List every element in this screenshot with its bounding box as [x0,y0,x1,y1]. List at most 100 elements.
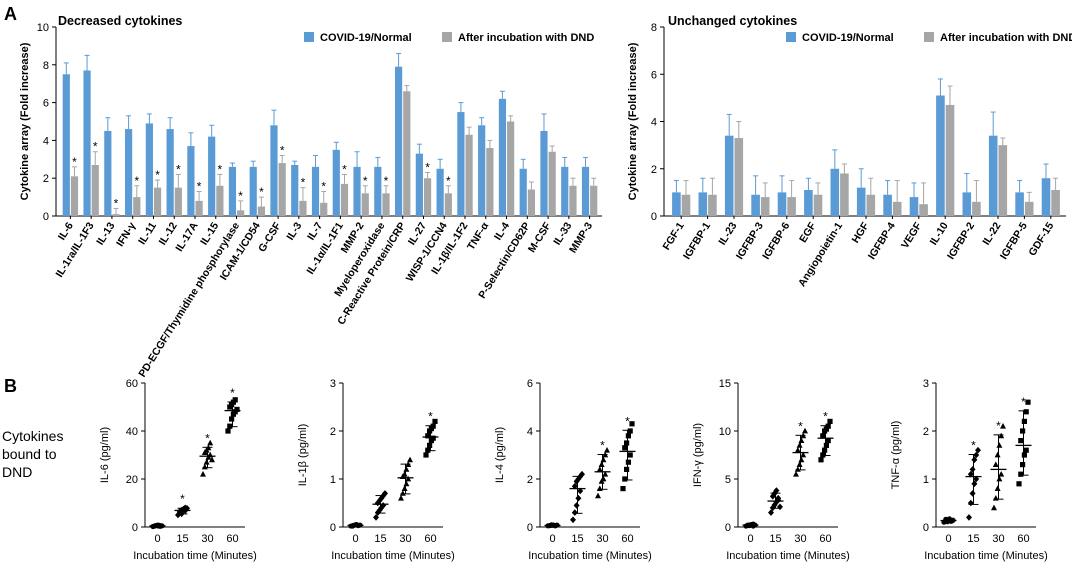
tnfa-y-axis-label: TNF-α (pg/ml) [890,421,902,490]
unchanged-legend-label-2: After incubation with DND [940,32,1072,44]
decreased-x-tick-label: IL-11 [136,220,159,247]
il6-significance-mark: * [230,386,235,400]
tnfa-data-point [1023,447,1029,453]
il4-data-point [577,487,584,495]
il1b-y-tick-label: 1 [330,474,336,486]
unchanged-legend-label-1: COVID-19/Normal [802,32,894,44]
decreased-legend-swatch-1 [304,32,314,42]
decreased-x-tick-label: IL-17A [173,220,200,254]
ifng-data-point [827,418,833,424]
decreased-bar-covid [145,123,153,216]
ifng-x-tick-label: 30 [794,533,806,545]
il4-data-point [600,456,607,463]
tnfa-data-point [969,466,976,473]
tnfa-data-point [1018,471,1024,477]
tnfa-data-point [1020,462,1026,468]
decreased-bar-dnd [507,121,515,216]
ifng-data-point [818,457,824,463]
il1b-data-point [382,490,388,497]
decreased-bar-covid [62,74,70,216]
il1b-data-point [432,418,438,424]
il1b-data-point [425,433,431,439]
il4-data-point [602,471,609,477]
tnfa-x-tick-label: 0 [945,533,951,545]
il4-data-point [570,516,576,524]
il6-data-point [225,428,231,434]
ifng-data-point [823,426,829,432]
unchanged-bar-covid [672,192,681,216]
il4-data-point [604,447,610,453]
side-label-line-2: bound to [2,446,57,462]
il4-data-point [622,445,628,451]
il4-data-point [573,502,580,509]
decreased-chart-title: Decreased cytokines [58,14,182,28]
il1b-x-axis-label: Incubation time (Minutes) [331,550,455,562]
il6-significance-mark: * [180,492,185,506]
il4-data-point [600,475,607,482]
il4-data-point [575,494,582,502]
decreased-bar-covid [415,153,423,216]
decreased-significance-mark: * [446,174,451,188]
il6-dot-plot: 0 20 40 60 IL-6 (pg/ml) 0 15 * 30 * 60 * Incubation … [99,378,257,562]
il6-data-point [209,456,215,463]
decreased-legend-label-2: After incubation with DND [458,32,594,44]
decreased-bar-dnd [174,187,182,216]
ifng-data-point [777,503,783,511]
il4-y-axis-label: IL-4 (pg/ml) [494,427,506,483]
tnfa-data-point [967,470,974,478]
il1b-x-tick-label: 0 [352,533,358,545]
il1b-x-tick-label: 15 [374,533,386,545]
decreased-bar-dnd [153,187,162,216]
il6-significance-mark: * [205,431,210,445]
unchanged-bar-covid [962,192,972,216]
tnfa-y-tick-label: 0 [923,522,929,534]
tnfa-data-point [996,475,1003,482]
tnfa-dot-plot: 0 1 2 3 TNF-α (pg/ml) 0 15 * 30 * 60 * Incubation ti… [890,378,1048,562]
il1b-data-point [398,495,404,501]
decreased-significance-mark: * [259,185,264,199]
decreased-bar-dnd [299,200,307,216]
decreased-x-tick-label: G-CSF [256,220,284,255]
unchanged-bar-covid [1041,178,1051,216]
unchanged-bar-covid [1015,192,1024,216]
il4-data-point [595,492,601,499]
unchanged-bar-dnd [813,194,823,216]
tnfa-data-point [971,456,978,464]
decreased-bar-covid [581,166,590,216]
decreased-bar-covid [394,66,403,216]
decreased-bar-covid [436,168,444,216]
decreased-bar-covid [457,112,465,216]
decreased-bar-covid [291,164,299,216]
il4-x-tick-label: 0 [549,533,555,545]
tnfa-data-point [994,451,1001,458]
tnfa-data-point [1020,428,1026,434]
unchanged-bar-dnd [945,104,955,216]
il4-x-tick-label: 60 [621,533,633,545]
tnfa-data-point [967,499,974,507]
unchanged-y-tick-label: 6 [651,69,657,81]
tnfa-data-point [966,514,972,521]
il1b-data-point [376,506,383,514]
ifng-x-axis-label: Incubation time (Minutes) [726,550,850,562]
ifng-data-point [798,456,805,463]
tnfa-data-point [994,485,1001,491]
unchanged-legend-swatch-2 [924,32,934,42]
ifng-x-tick-label: 15 [769,533,781,545]
il4-data-point [596,466,603,472]
il4-y-tick-label: 6 [527,378,533,390]
unchanged-y-tick-label: 8 [651,22,657,34]
tnfa-data-point [1018,438,1024,444]
decreased-bar-covid [124,129,133,216]
il4-data-point [627,452,633,458]
decreased-bar-covid [83,70,91,216]
unchanged-bar-covid [883,194,892,216]
tnfa-x-tick-label: 15 [967,533,979,545]
decreased-bar-covid [311,166,320,216]
decreased-x-tick-label: IFN-γ [114,220,138,249]
il6-x-tick-label: 15 [176,533,188,545]
decreased-bar-covid [374,166,382,216]
il4-data-point [598,461,605,467]
panel-label-a: A [4,4,17,24]
il6-y-tick-label: 20 [126,474,138,486]
ifng-data-point [773,498,780,506]
